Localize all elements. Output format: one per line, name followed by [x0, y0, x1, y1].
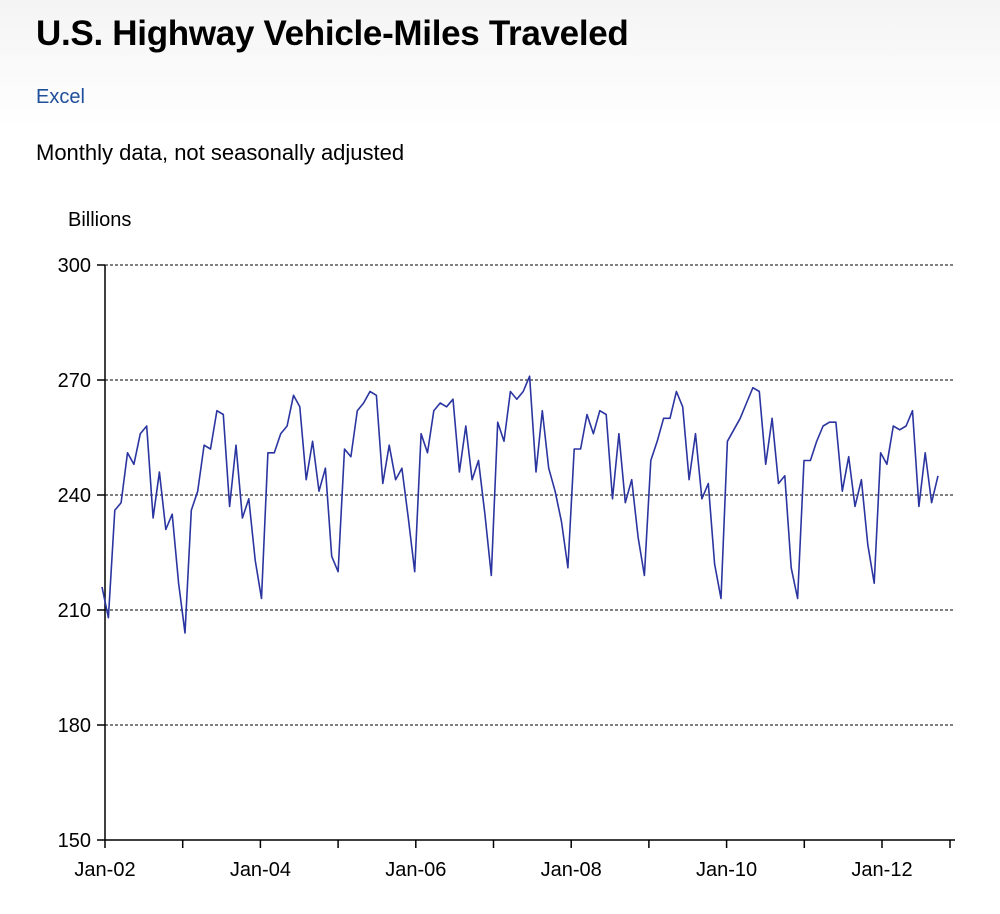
excel-link[interactable]: Excel — [36, 86, 85, 108]
x-ticks: Jan-02 Jan-04 Jan-06 Jan-08 Jan-10 Jan-12 — [74, 840, 951, 881]
gridlines — [97, 264, 955, 841]
axes — [104, 265, 955, 841]
y-tick-label: 180 — [58, 715, 91, 737]
x-tick-label: Jan-04 — [230, 859, 291, 881]
y-tick-label: 210 — [58, 600, 91, 622]
x-tick-label: Jan-06 — [385, 859, 446, 881]
page-title: U.S. Highway Vehicle-Miles Traveled — [36, 14, 629, 53]
x-tick-label: Jan-10 — [696, 859, 757, 881]
x-tick-label: Jan-12 — [851, 859, 912, 881]
x-tick-label: Jan-02 — [74, 859, 135, 881]
y-axis-label: Billions — [68, 209, 131, 231]
chart-subtitle: Monthly data, not seasonally adjusted — [36, 140, 405, 165]
y-tick-label: 300 — [58, 255, 91, 277]
y-tick-labels: 150 180 210 240 270 300 — [58, 255, 91, 852]
y-tick-label: 240 — [58, 485, 91, 507]
x-tick-label: Jan-08 — [541, 859, 602, 881]
y-tick-label: 270 — [58, 370, 91, 392]
series-line — [101, 375, 939, 634]
y-tick-label: 150 — [58, 830, 91, 852]
